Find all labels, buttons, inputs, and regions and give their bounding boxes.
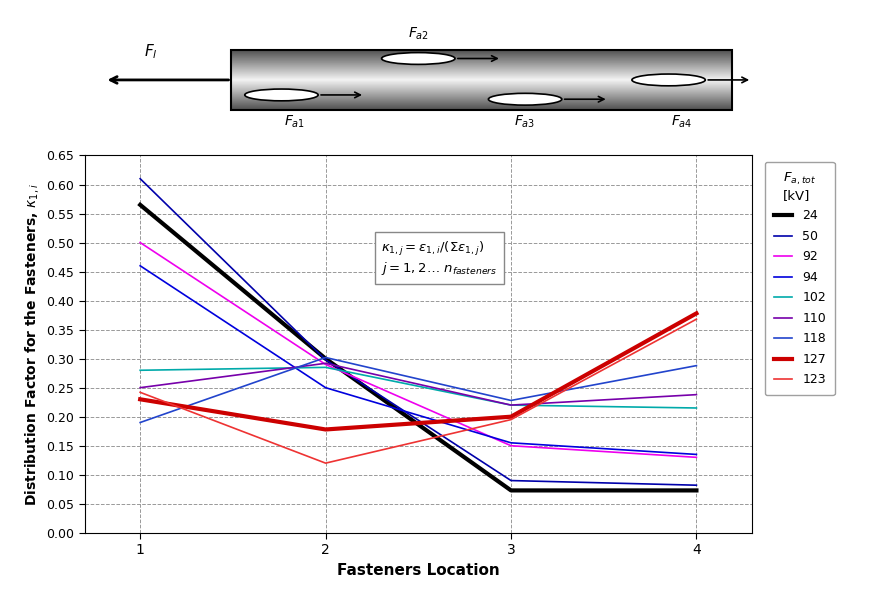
Text: $F_{a2}$: $F_{a2}$ [408,25,429,42]
X-axis label: Fasteners Location: Fasteners Location [337,563,499,578]
Text: $F_l$: $F_l$ [144,43,158,62]
Circle shape [382,53,455,65]
Legend: 24, 50, 92, 94, 102, 110, 118, 127, 123: 24, 50, 92, 94, 102, 110, 118, 127, 123 [765,162,835,395]
Text: $F_{a4}$: $F_{a4}$ [671,114,692,130]
Text: $F_{a3}$: $F_{a3}$ [514,114,536,130]
Bar [231,50,732,110]
Circle shape [632,74,705,86]
Circle shape [245,89,319,101]
Y-axis label: Distribution Factor for the Fasteners, $\kappa_{1,i}$: Distribution Factor for the Fasteners, $… [22,183,41,506]
Circle shape [489,94,562,105]
Text: $F_{a1}$: $F_{a1}$ [284,114,305,130]
Text: $\kappa_{1,j} = \varepsilon_{1,i}/(\Sigma\varepsilon_{1,j})$
$j = 1, 2\ldots\ n_: $\kappa_{1,j} = \varepsilon_{1,i}/(\Sigm… [381,240,498,277]
